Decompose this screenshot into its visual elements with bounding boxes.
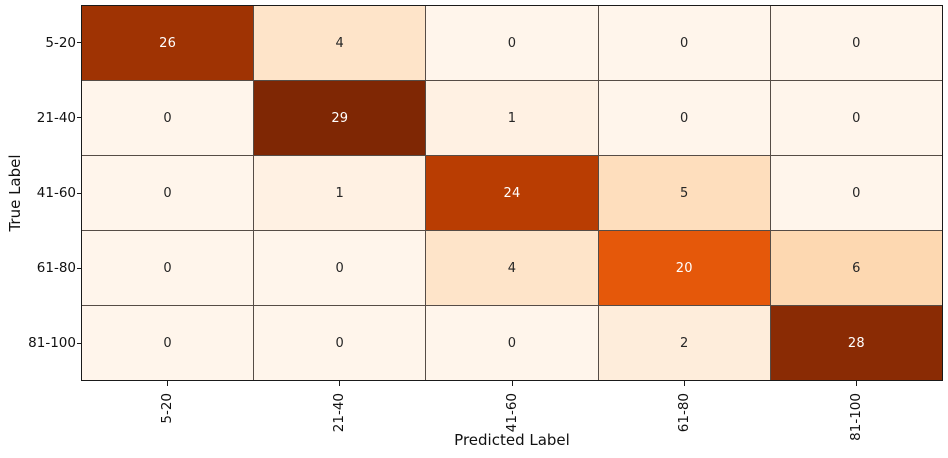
- heatmap-cell: 20: [598, 231, 770, 305]
- cell-value: 1: [335, 185, 345, 201]
- cell-value: 0: [852, 110, 861, 126]
- heatmap-cell: 0: [426, 306, 598, 380]
- y-tick-label: 61-80: [36, 260, 76, 277]
- heatmap-cell: 2: [598, 306, 770, 380]
- x-tick-mark: [683, 381, 686, 386]
- heatmap-cell: 0: [82, 231, 254, 305]
- cell-value: 0: [163, 335, 172, 351]
- cell-value: 0: [679, 35, 689, 51]
- cell-value: 6: [852, 260, 861, 276]
- heatmap-cell: 28: [770, 306, 942, 380]
- cell-value: 0: [679, 110, 689, 126]
- x-tick-label: 61-80: [675, 393, 692, 433]
- heatmap-grid: 26 4 0 0 0 0 29 1 0 0 0 1 24 5 0 0 0 4 20 6 0 0 0 2 28: [81, 5, 943, 381]
- heatmap-cell: 4: [254, 6, 426, 80]
- y-tick-mark: [77, 117, 81, 119]
- x-tick-label: 81-100: [848, 393, 865, 441]
- heatmap-cell: 6: [770, 231, 942, 305]
- heatmap-cell: 0: [82, 306, 254, 380]
- heatmap-cell: 1: [254, 156, 426, 230]
- heatmap-cell: 0: [426, 6, 598, 80]
- cell-value: 24: [503, 185, 521, 201]
- cell-value: 29: [331, 110, 349, 126]
- cell-value: 28: [847, 335, 865, 351]
- heatmap-cell: 4: [426, 231, 598, 305]
- x-tick-mark: [511, 381, 513, 386]
- cell-value: 0: [335, 260, 345, 276]
- cell-value: 0: [507, 35, 517, 51]
- heatmap-cell: 0: [770, 156, 942, 230]
- heatmap-cell: 0: [598, 6, 770, 80]
- cell-value: 0: [852, 35, 861, 51]
- heatmap-cell: 0: [598, 81, 770, 155]
- y-tick-mark: [77, 342, 81, 345]
- x-tick-label: 5-20: [158, 393, 175, 424]
- heatmap-cell: 0: [82, 81, 254, 155]
- cell-value: 4: [335, 35, 345, 51]
- x-tick-mark: [339, 381, 341, 386]
- cell-value: 2: [679, 335, 689, 351]
- cell-value: 4: [507, 260, 517, 276]
- heatmap-cell: 5: [598, 156, 770, 230]
- y-tick-mark: [77, 42, 81, 44]
- heatmap-cell: 26: [82, 6, 254, 80]
- cell-value: 0: [335, 335, 345, 351]
- y-tick-label: 5-20: [45, 34, 76, 51]
- cell-value: 0: [507, 335, 517, 351]
- heatmap-cell: 24: [426, 156, 598, 230]
- y-tick-label: 21-40: [36, 109, 76, 126]
- cell-value: 0: [163, 260, 172, 276]
- cell-value: 5: [679, 185, 689, 201]
- x-tick-label: 21-40: [331, 393, 348, 433]
- cell-value: 26: [159, 35, 177, 51]
- heatmap-cell: 0: [254, 231, 426, 305]
- x-axis-title: Predicted Label: [454, 431, 570, 449]
- heatmap-cell: 1: [426, 81, 598, 155]
- y-tick-mark: [77, 267, 81, 269]
- heatmap-cell: 0: [770, 81, 942, 155]
- y-tick-mark: [77, 192, 81, 194]
- cell-value: 0: [163, 110, 172, 126]
- x-tick-label: 41-60: [503, 393, 520, 433]
- cell-value: 0: [163, 185, 172, 201]
- cell-value: 1: [507, 110, 517, 126]
- heatmap-cell: 0: [82, 156, 254, 230]
- heatmap-cell: 29: [254, 81, 426, 155]
- x-tick-mark: [856, 381, 858, 386]
- y-axis-title: True Label: [6, 154, 24, 232]
- x-tick-mark: [166, 381, 168, 386]
- heatmap-cell: 0: [254, 306, 426, 380]
- heatmap-cell: 0: [770, 6, 942, 80]
- cell-value: 0: [852, 185, 861, 201]
- cell-value: 20: [675, 260, 693, 276]
- y-tick-label: 41-60: [36, 185, 76, 201]
- y-tick-label: 81-100: [28, 335, 76, 352]
